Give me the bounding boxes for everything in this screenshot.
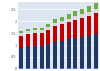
Bar	[33, 28, 37, 30]
Bar	[33, 46, 37, 68]
Bar	[80, 37, 84, 68]
Bar	[60, 68, 64, 69]
Bar	[46, 44, 50, 68]
Bar	[67, 39, 71, 68]
Bar	[94, 13, 98, 34]
Bar	[73, 11, 77, 16]
Bar	[46, 27, 50, 30]
Bar	[33, 30, 37, 33]
Bar	[94, 34, 98, 68]
Bar	[60, 21, 64, 24]
Bar	[67, 22, 71, 39]
Bar	[94, 9, 98, 13]
Bar	[73, 38, 77, 68]
Bar	[26, 34, 30, 46]
Bar	[53, 42, 57, 68]
Bar	[53, 26, 57, 42]
Bar	[87, 36, 91, 68]
Bar	[67, 19, 71, 22]
Bar	[80, 68, 84, 69]
Bar	[60, 40, 64, 68]
Bar	[33, 68, 37, 69]
Bar	[87, 12, 91, 16]
Bar	[80, 14, 84, 18]
Bar	[46, 24, 50, 27]
Bar	[80, 18, 84, 37]
Bar	[80, 9, 84, 14]
Bar	[94, 68, 98, 69]
Bar	[46, 30, 50, 44]
Bar	[40, 68, 44, 69]
Bar	[87, 68, 91, 69]
Bar	[40, 46, 44, 68]
Bar	[67, 68, 71, 69]
Bar	[60, 17, 64, 21]
Bar	[46, 68, 50, 69]
Bar	[53, 19, 57, 23]
Bar	[60, 24, 64, 40]
Bar	[53, 68, 57, 69]
Bar	[73, 20, 77, 38]
Bar	[73, 68, 77, 69]
Bar	[67, 14, 71, 19]
Bar	[26, 31, 30, 34]
Bar	[87, 16, 91, 36]
Bar	[26, 68, 30, 69]
Bar	[53, 23, 57, 26]
Bar	[87, 6, 91, 12]
Bar	[73, 16, 77, 20]
Bar	[40, 28, 44, 30]
Bar	[26, 29, 30, 31]
Bar	[19, 68, 23, 69]
Bar	[19, 33, 23, 36]
Bar	[26, 46, 30, 68]
Bar	[94, 3, 98, 9]
Bar	[19, 36, 23, 48]
Bar	[40, 30, 44, 33]
Bar	[19, 48, 23, 68]
Bar	[40, 33, 44, 46]
Bar	[33, 33, 37, 46]
Bar	[19, 31, 23, 33]
